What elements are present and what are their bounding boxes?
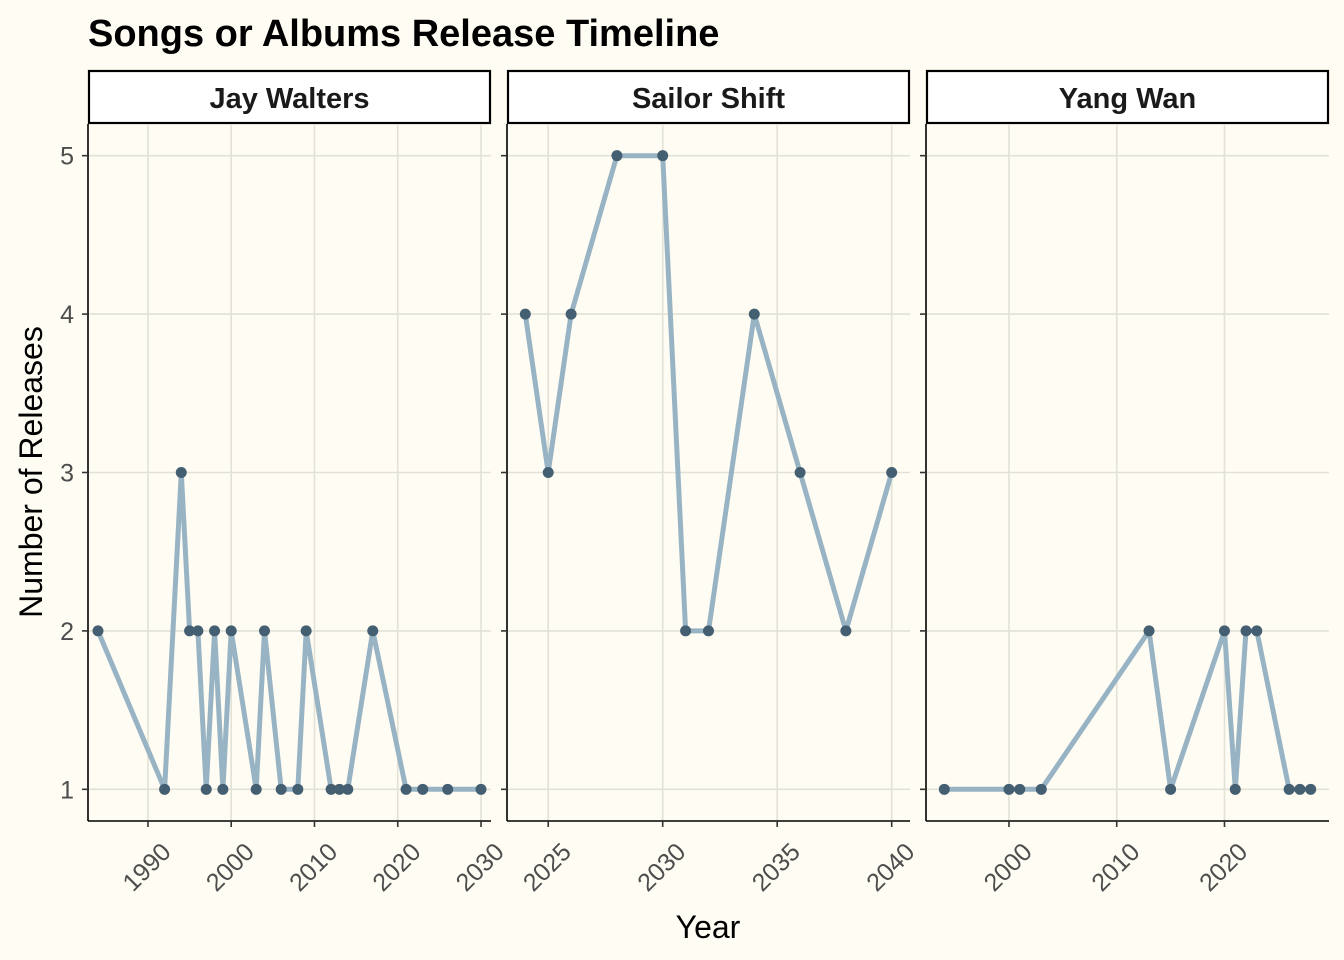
data-point (1035, 783, 1047, 795)
y-tick-label: 3 (60, 460, 74, 488)
x-tick-label: 2030 (451, 838, 510, 897)
x-tick-label: 2020 (367, 838, 426, 897)
x-tick-label: 2000 (979, 838, 1038, 897)
x-tick-label: 2000 (201, 838, 260, 897)
data-point (1240, 625, 1252, 637)
data-point (519, 308, 531, 320)
data-point (1305, 783, 1317, 795)
data-point (1251, 625, 1263, 637)
data-point (938, 783, 950, 795)
data-point (840, 625, 852, 637)
data-point (417, 783, 429, 795)
data-point (92, 625, 104, 637)
data-point (200, 783, 212, 795)
data-point (300, 625, 312, 637)
series-line (522, 153, 895, 634)
data-point (475, 783, 487, 795)
facet-panel: Jay Walters 1 2 3 4 5 1990 2000 2010 2020 2030 (60, 69, 510, 897)
data-point (159, 783, 171, 795)
data-point (292, 783, 304, 795)
x-tick-label: 2010 (1086, 838, 1145, 897)
x-tick-label: 1990 (118, 838, 177, 897)
data-point (1143, 625, 1155, 637)
facet-strip (925, 69, 1330, 125)
data-point (217, 783, 229, 795)
facet-panel: Yang Wan 2000 2010 2020 (920, 69, 1330, 897)
y-tick-label: 2 (60, 618, 74, 646)
data-point (1283, 783, 1295, 795)
y-axis-title: Number of Releases (13, 326, 49, 618)
data-point (209, 625, 221, 637)
data-point (250, 783, 262, 795)
data-point (175, 467, 187, 478)
y-tick-label: 1 (60, 776, 74, 804)
data-point (794, 467, 806, 478)
facet-strip (506, 69, 911, 125)
data-point (184, 625, 196, 637)
data-point (192, 625, 204, 637)
data-point (325, 783, 337, 795)
facet-panel: Sailor Shift 2025 2030 2035 2040 (501, 69, 920, 897)
data-point (1294, 783, 1306, 795)
y-tick-label: 5 (60, 143, 74, 171)
x-tick-label: 2040 (861, 838, 920, 897)
x-tick-label: 2020 (1194, 838, 1253, 897)
x-tick-label: 2030 (632, 838, 691, 897)
x-tick-label: 2035 (747, 838, 806, 897)
data-point (400, 783, 412, 795)
data-point (225, 625, 237, 637)
data-point (442, 783, 454, 795)
data-point (1229, 783, 1241, 795)
data-point (1218, 625, 1230, 637)
data-point (565, 308, 577, 320)
x-tick-label: 2010 (284, 838, 343, 897)
facet-strip-label: Jay Walters (209, 83, 369, 115)
data-point (748, 308, 760, 320)
data-point (367, 625, 379, 637)
data-point (259, 625, 271, 637)
series-line (941, 628, 1314, 792)
data-point (542, 467, 554, 478)
y-tick-label: 4 (60, 301, 74, 329)
facet-strip-label: Sailor Shift (632, 83, 785, 115)
data-point (1014, 783, 1026, 795)
data-point (611, 150, 623, 162)
data-point (342, 783, 354, 795)
data-point (703, 625, 714, 637)
data-point (275, 783, 287, 795)
data-point (680, 625, 692, 637)
data-point (886, 467, 898, 478)
x-axis-title: Year (676, 909, 741, 945)
facet-strip-label: Yang Wan (1059, 83, 1197, 115)
data-point (657, 150, 669, 162)
data-point (1165, 783, 1177, 795)
data-point (333, 783, 345, 795)
chart-title: Songs or Albums Release Timeline (88, 13, 719, 55)
facet-strip (87, 69, 492, 125)
x-tick-label: 2025 (518, 838, 577, 897)
data-point (1003, 783, 1015, 795)
